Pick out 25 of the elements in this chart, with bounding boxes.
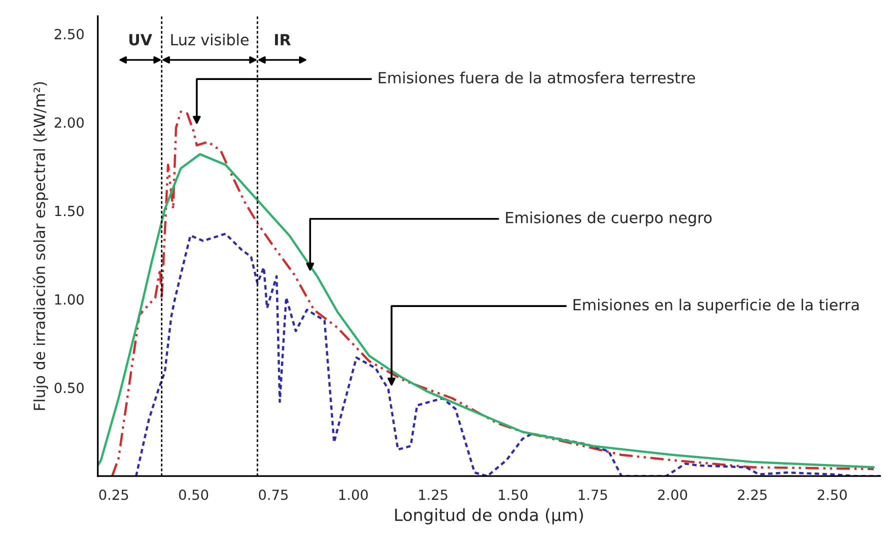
- x-tick-label: 0.75: [258, 490, 288, 500]
- x-tick-label: 1.25: [419, 490, 448, 500]
- annotation: IR: [275, 34, 291, 46]
- y-tick-label: 1.50: [55, 206, 84, 216]
- line-series: [111, 110, 875, 476]
- x-axis-title: Longitud de onda (μm): [395, 508, 583, 524]
- y-axis-title: Flujo de irradiación solar espectral (kW/m²): [32, 82, 48, 410]
- y-tick-label: 2.00: [54, 117, 84, 128]
- y-tick-label: 1.00: [55, 294, 84, 305]
- x-tick-label: 0.50: [179, 490, 208, 500]
- x-tick-label: 1.00: [339, 490, 368, 500]
- annotation: UV: [129, 34, 152, 46]
- x-tick-label: 2.00: [658, 490, 688, 500]
- annotation: Emisiones en la superficie de la tierra: [574, 298, 859, 314]
- y-tick-label: 0.50: [54, 382, 84, 394]
- annotation: Luz visible: [171, 34, 249, 46]
- y-tick-label: 2.50: [54, 28, 84, 40]
- x-tick-label: 0.25: [99, 490, 128, 500]
- annotation: Emisiones de cuerpo negro: [506, 212, 712, 226]
- x-tick-label: 1.75: [578, 490, 607, 500]
- x-tick-label: 2.50: [818, 490, 847, 500]
- line-series: [98, 153, 875, 468]
- x-tick-label: 2.25: [738, 490, 767, 500]
- x-tick-label: 1.50: [498, 490, 528, 500]
- annotation: Emisiones fuera de la atmosfera terrestre: [378, 72, 695, 84]
